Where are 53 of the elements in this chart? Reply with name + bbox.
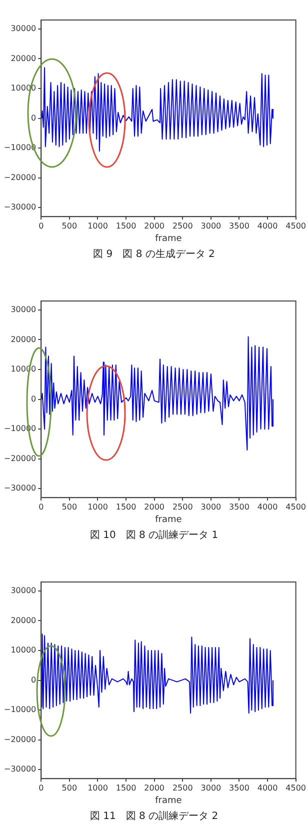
y-tick-label: 0 [31,113,36,122]
x-tick-label: 1500 [116,221,136,230]
y-tick-label: −30000 [4,202,36,212]
y-tick-label: −30000 [4,484,36,493]
x-axis-title: frame [155,796,182,806]
y-tick-label: −20000 [4,172,36,182]
y-tick-label: 30000 [10,24,36,34]
x-axis-title: frame [155,234,182,244]
x-tick-label: 2000 [144,783,165,792]
y-tick-label: 10000 [10,646,36,655]
y-tick-label: 0 [31,675,36,684]
y-tick-label: −10000 [4,705,36,714]
x-tick-label: 3500 [229,783,250,792]
x-tick-label: 4500 [286,221,306,230]
y-tick-label: 30000 [10,305,36,314]
caption: 図 11 図 8 の訓練データ 2 [88,811,220,823]
x-tick-label: 2500 [172,783,193,792]
y-tick-label: −20000 [4,734,36,744]
caption: 図 9 図 8 の生成データ 2 [92,249,216,261]
x-tick-label: 1500 [116,783,136,792]
x-tick-label: 0 [38,221,44,230]
x-tick-label: 4500 [286,502,306,512]
x-tick-label: 2500 [172,221,193,230]
x-tick-label: 4000 [257,221,278,230]
x-tick-label: 1000 [88,502,108,512]
x-tick-label: 0 [38,783,44,792]
x-tick-label: 2000 [144,502,165,512]
x-tick-label: 4000 [257,502,278,512]
x-tick-label: 1000 [88,221,108,230]
x-tick-label: 1500 [116,502,136,512]
x-tick-label: 500 [62,221,78,230]
y-tick-label: −30000 [4,764,36,774]
x-tick-label: 4000 [257,783,278,792]
y-tick-label: 20000 [10,54,36,63]
x-tick-label: 500 [62,502,78,512]
x-tick-label: 4500 [286,783,306,792]
x-tick-label: 3000 [200,502,222,512]
y-tick-label: 20000 [10,334,36,344]
y-tick-label: 30000 [10,586,36,596]
x-tick-label: 3000 [200,221,222,230]
x-axis-title: frame [155,514,182,525]
x-tick-label: 0 [38,502,44,512]
x-tick-label: 3500 [229,221,250,230]
caption: 図 10 図 8 の訓練データ 1 [88,530,220,542]
x-tick-label: 3500 [229,502,250,512]
x-tick-label: 3000 [200,783,222,792]
x-tick-label: 500 [62,783,78,792]
y-tick-label: −20000 [4,454,36,463]
y-tick-label: 20000 [10,616,36,625]
x-tick-label: 2500 [172,502,193,512]
x-tick-label: 1000 [88,783,108,792]
x-tick-label: 2000 [144,221,165,230]
y-tick-label: 0 [31,394,36,404]
